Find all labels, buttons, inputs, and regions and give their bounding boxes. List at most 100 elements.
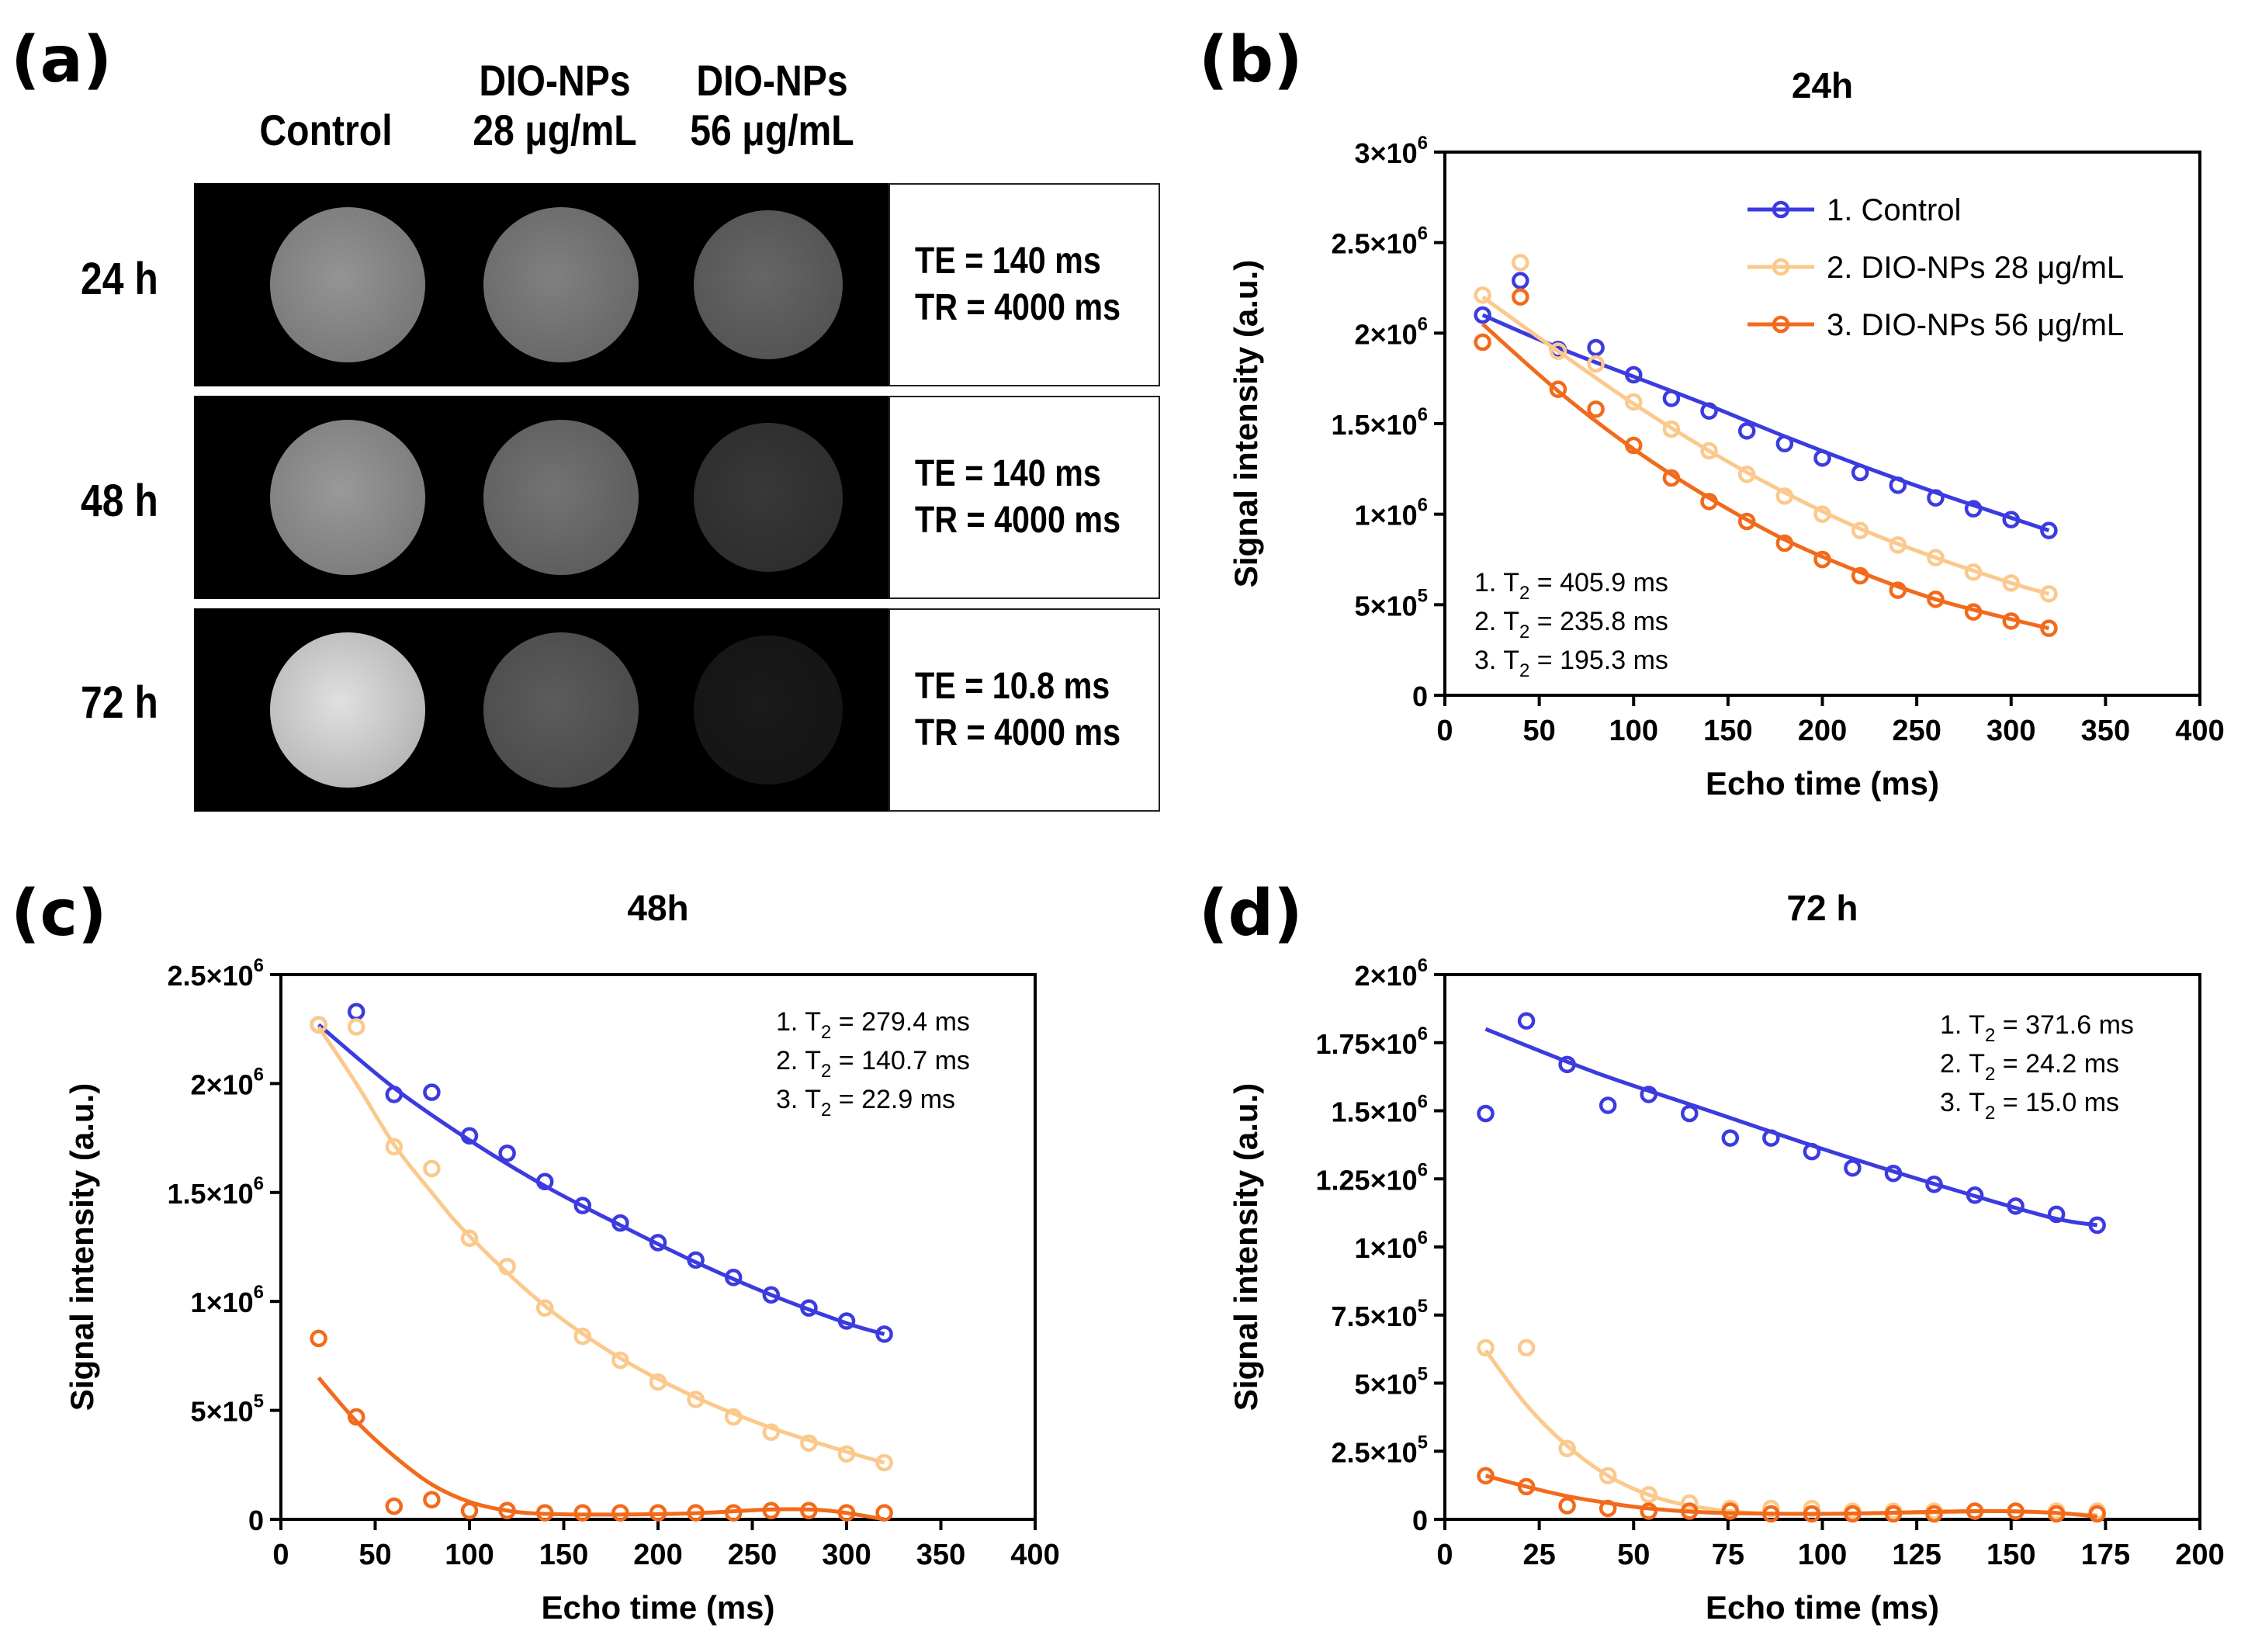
annotation-text: 2. T2 = 140.7 ms [776,1046,970,1082]
data-point [762,1423,781,1441]
data-point [423,1159,441,1178]
data-point [1517,1012,1536,1030]
x-tick-label: 250 [1892,715,1941,747]
annotation-text: 3. T2 = 195.3 ms [1474,646,1668,681]
legend-marker [1772,315,1790,334]
data-point [611,1214,629,1232]
data-point [1964,500,1983,518]
data-point [875,1453,893,1472]
data-point [1681,1502,1699,1520]
y-tick-label: 0 [1412,681,1428,712]
data-point [1549,380,1567,398]
data-point [1925,1176,1943,1193]
data-point [498,1145,516,1162]
phantom-sample [483,420,639,575]
data-point [573,1327,592,1345]
x-axis-label: Echo time (ms) [541,1589,774,1626]
data-point [1762,1505,1780,1523]
data-point [2088,1216,2106,1235]
x-tick-label: 125 [1892,1539,1941,1571]
data-point [800,1501,818,1520]
data-point [385,1138,404,1156]
data-point [1587,400,1605,418]
data-point [2007,1197,2025,1215]
data-point [1925,1505,1943,1523]
y-tick-label: 2.5×106 [1332,223,1428,260]
y-tick-label: 1.5×106 [168,1173,264,1210]
data-point [2047,1505,2066,1523]
annotation-text: 3. T2 = 15.0 ms [1940,1088,2119,1124]
data-point [1477,1104,1495,1123]
data-point [1851,463,1869,482]
legend-marker [1772,200,1790,219]
data-point [837,1312,856,1330]
x-tick-label: 50 [1522,715,1555,747]
x-tick-label: 0 [1436,1539,1453,1571]
data-point [2040,521,2058,539]
data-point [1721,1129,1740,1147]
data-point [310,1329,327,1348]
x-tick-label: 350 [916,1539,965,1571]
annotation-text: 1. T2 = 279.4 ms [776,1007,970,1043]
data-point [800,1434,818,1452]
data-point [649,1373,667,1391]
x-axis-label: Echo time (ms) [1706,1589,1939,1626]
chart-24h: 24h 0 50 100 150 200 250 300 350 400 0 5×105 1×106 1.… [1228,65,2225,802]
data-point [1813,505,1831,523]
data-point [1558,1497,1576,1515]
data-point [535,1172,554,1191]
fit-curve [1484,1474,2097,1519]
y-tick-label: 1×106 [1355,1228,1428,1264]
data-point [460,1229,479,1248]
data-point [2007,1502,2025,1520]
data-point [1884,1505,1903,1523]
data-point [2040,619,2058,637]
data-point [347,1408,365,1426]
x-tick-label: 175 [2081,1539,2130,1571]
data-point [573,1504,592,1522]
y-tick-label: 0 [248,1505,264,1536]
data-point [1927,549,1945,566]
data-point [1813,449,1831,467]
data-point [611,1504,629,1522]
y-tick-label: 2.5×106 [168,955,264,992]
annotation-text: 1. T2 = 405.9 ms [1474,568,1668,604]
data-point [1803,1505,1821,1523]
x-tick-label: 200 [633,1539,682,1571]
data-point [2088,1505,2106,1523]
phantom-sample [483,632,639,788]
x-tick-label: 100 [1609,715,1658,747]
phantom-sample [694,423,843,572]
y-tick-label: 1.5×106 [1332,404,1428,441]
data-point [1700,493,1718,511]
chart-72h: 72 h 0 25 50 75 100 125 150 175 200 0 2.5×105 5×105 7… [1228,888,2225,1626]
parameter-box-24h: TE = 140 ms TR = 4000 ms [888,183,1160,386]
data-point [1625,393,1643,411]
data-point [875,1504,893,1522]
chart-title: 48h [627,888,688,928]
data-point [1587,338,1605,357]
x-tick-label: 150 [539,1539,588,1571]
x-tick-label: 350 [2081,715,2130,747]
tr-value: TR = 4000 ms [915,500,1121,541]
phantom-sample [270,420,425,575]
data-point [1662,420,1681,438]
data-point [611,1351,629,1370]
data-point [1966,1502,1984,1520]
fit-curve [317,1026,885,1465]
x-tick-label: 100 [445,1539,494,1571]
legend-entry: 1. Control [1827,193,1961,227]
data-point [1775,487,1794,505]
y-axis-label: Signal intensity (a.u.) [1228,1083,1264,1411]
data-point [310,1016,327,1034]
y-tick-label: 5×105 [1355,585,1428,622]
data-point [1884,1164,1903,1183]
data-point [687,1251,705,1269]
data-point [1625,436,1643,455]
data-point [1517,1339,1536,1357]
chart-48h: 48h 0 50 100 150 200 250 300 350 400 0 5×105 1×106 1.… [64,888,1060,1626]
data-point [1558,1055,1576,1074]
te-value: TE = 140 ms [915,241,1101,282]
x-tick-label: 200 [2175,1539,2224,1571]
data-point [1889,581,1907,599]
